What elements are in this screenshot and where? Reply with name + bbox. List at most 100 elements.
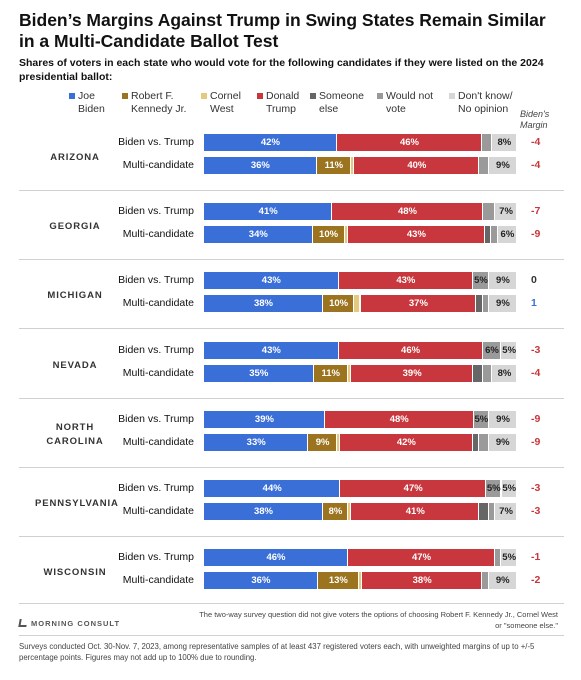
stacked-bar: 43% 43% 5% 9%	[204, 272, 517, 289]
stacked-bar: 43% 46% 6% 5%	[204, 342, 517, 359]
data-label: 34%	[248, 229, 268, 240]
bar-segment-dont-know	[491, 134, 517, 151]
data-label: 47%	[412, 552, 432, 563]
matchup-label: Biden vs. Trump	[118, 136, 194, 148]
bar-segment-dont-know	[501, 480, 517, 497]
data-label: 42%	[396, 437, 416, 448]
bar-segment-would-not-vote	[479, 434, 489, 451]
state-group: GEORGIA Biden vs. Trump 41% 48% 7% -7 Multi-ca…	[0, 195, 581, 259]
legend-label: Would not vote	[386, 90, 434, 115]
data-label: 7%	[499, 206, 513, 217]
bar-segment-trump	[354, 157, 480, 174]
state-name: PENNSYLVANIA	[35, 498, 119, 509]
bar-segment-rfk	[313, 365, 348, 382]
matchup-label: Multi-candidate	[122, 159, 194, 171]
bar-segment-would-not-vote	[479, 157, 489, 174]
data-label: 9%	[496, 275, 510, 286]
stacked-bar: 36% 13% 38% 9%	[204, 572, 517, 589]
bar-segment-west	[347, 503, 352, 520]
bar-segment-would-not-vote	[482, 203, 496, 220]
stacked-bar: 46% 47% 5%	[204, 549, 517, 566]
data-label: 39%	[254, 414, 274, 425]
data-label: 46%	[399, 137, 419, 148]
bar-segment-trump	[351, 503, 480, 520]
bar-segment-trump	[362, 572, 483, 589]
biden-margin-value: -1	[531, 551, 541, 563]
matchup-label: Biden vs. Trump	[118, 482, 194, 494]
state-name: NEVADA	[52, 360, 98, 371]
matchup-label: Multi-candidate	[122, 367, 194, 379]
biden-margin-value: -9	[531, 413, 541, 425]
data-label: 46%	[266, 552, 286, 563]
chart-title: Biden’s Margins Against Trump in Swing S…	[19, 10, 546, 51]
stacked-bar: 38% 10% 37% 9%	[204, 295, 517, 312]
biden-margin-value: -3	[531, 482, 541, 494]
stacked-bar: 33% 9% 42% 9%	[204, 434, 517, 451]
bar-segment-biden	[204, 134, 337, 151]
data-label: 37%	[408, 298, 428, 309]
data-label: 33%	[246, 437, 266, 448]
margin-column-header: Biden's Margin	[520, 109, 550, 130]
bar-segment-biden	[204, 549, 348, 566]
bar-segment-biden	[204, 295, 323, 312]
data-label: 6%	[500, 229, 515, 240]
data-label: 9%	[496, 160, 510, 171]
data-label: 36%	[250, 160, 270, 171]
bar-segment-someone-else	[472, 434, 480, 451]
bar-segment-would-not-vote	[482, 134, 492, 151]
bar-segment-trump	[360, 295, 477, 312]
bar-segment-would-not-vote	[482, 365, 492, 382]
data-label: 39%	[402, 368, 422, 379]
data-label: 5%	[486, 483, 501, 494]
matchup-label: Biden vs. Trump	[118, 413, 194, 425]
data-label: 13%	[328, 575, 348, 586]
biden-margin-value: -4	[531, 159, 541, 171]
bar-segment-biden	[204, 411, 325, 428]
bar-segment-dont-know	[497, 226, 517, 243]
bar-segment-rfk	[322, 503, 348, 520]
data-label: 40%	[407, 160, 427, 171]
data-label: 11%	[324, 160, 344, 171]
morning-consult-logo-icon	[18, 619, 28, 627]
bar-segment-dont-know	[491, 365, 517, 382]
biden-margin-value: -9	[531, 436, 541, 448]
bar-segment-would-not-vote	[495, 549, 502, 566]
stacked-bar: 39% 48% 5% 9%	[204, 411, 517, 428]
biden-margin-value: -2	[531, 574, 541, 586]
data-label: 36%	[251, 575, 271, 586]
bar-segment-west	[354, 295, 361, 312]
data-label: 5%	[474, 275, 488, 286]
matchup-label: Multi-candidate	[122, 505, 194, 517]
biden-margin-value: -9	[531, 228, 541, 240]
legend-label: Donald Trump	[266, 90, 300, 115]
data-label: 10%	[329, 298, 349, 309]
bar-segment-biden	[204, 434, 309, 451]
state-name: WISCONSIN	[43, 567, 107, 578]
matchup-label: Biden vs. Trump	[118, 551, 194, 563]
bar-segment-trump	[340, 480, 486, 497]
state-group: MICHIGAN Biden vs. Trump 43% 43% 5% 9% 0 Multi-…	[0, 264, 581, 328]
bar-segment-west	[358, 572, 363, 589]
legend-swatch	[201, 93, 207, 99]
bar-segment-biden	[204, 157, 317, 174]
data-label: 43%	[396, 275, 416, 286]
data-label: 9%	[496, 414, 510, 425]
matchup-label: Biden vs. Trump	[118, 344, 194, 356]
biden-margin-value: -7	[531, 205, 541, 217]
state-divider	[19, 398, 564, 399]
data-label: 5%	[502, 345, 517, 356]
state-group: ARIZONA Biden vs. Trump 42% 46% 8% -4 Multi-ca…	[0, 126, 581, 190]
data-label: 41%	[258, 206, 278, 217]
stacked-bar: 36% 11% 40% 9%	[204, 157, 517, 174]
matchup-label: Multi-candidate	[122, 436, 194, 448]
state-group: NEVADA Biden vs. Trump 43% 46% 6% 5% -3 Multi-c…	[0, 334, 581, 398]
brand-name: MORNING CONSULT	[31, 619, 121, 628]
bar-segment-would-not-vote	[491, 226, 498, 243]
stacked-bar: 35% 11% 39% 8%	[204, 365, 517, 382]
data-label: 48%	[389, 414, 409, 425]
data-label: 35%	[249, 368, 269, 379]
data-label: 6%	[485, 345, 499, 356]
bar-segment-biden	[204, 365, 314, 382]
bar-segment-west	[347, 365, 352, 382]
matchup-label: Biden vs. Trump	[118, 274, 194, 286]
